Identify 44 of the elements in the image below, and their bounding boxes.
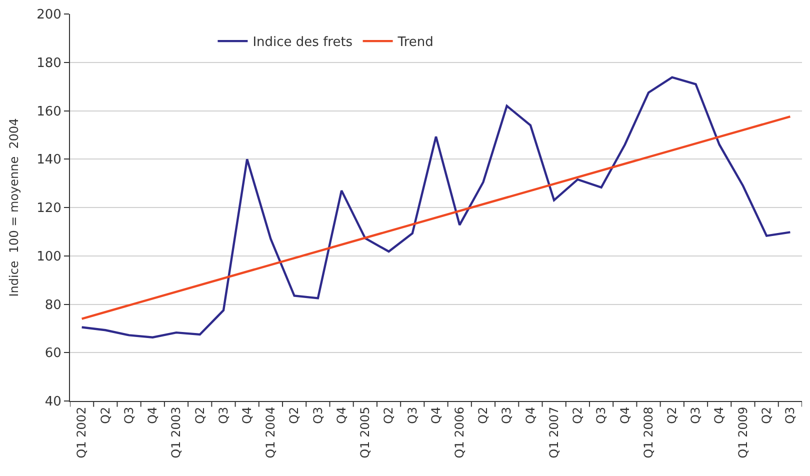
x-tick-label: Q3 bbox=[594, 406, 608, 424]
x-tick-label: Q4 bbox=[240, 406, 254, 424]
y-tick-label: 60 bbox=[44, 346, 62, 362]
x-tick-label: Q4 bbox=[146, 406, 160, 424]
x-tick-label: Q4 bbox=[428, 406, 443, 424]
x-tick-label: Q4 bbox=[523, 406, 538, 424]
x-tick-label: Q4 bbox=[618, 406, 632, 424]
x-tick-label: Q3 bbox=[122, 406, 136, 424]
x-tick-label: Q2 bbox=[665, 406, 680, 424]
x-tick-label: Q4 bbox=[712, 406, 726, 424]
x-tick-label: Q1 2009 bbox=[736, 406, 750, 458]
x-tick-label: Q2 bbox=[98, 406, 112, 424]
x-tick-label: Q3 bbox=[500, 406, 514, 424]
x-tick-label: Q1 2007 bbox=[546, 406, 561, 458]
y-axis-title: Indice 100 = moyenne 2004 bbox=[6, 118, 21, 297]
x-tick-label: Q2 bbox=[192, 406, 207, 424]
x-tick-label: Q3 bbox=[783, 406, 798, 424]
x-tick-label: Q1 2005 bbox=[358, 406, 372, 458]
y-tick-label: 200 bbox=[36, 8, 62, 23]
x-tick-label: Q4 bbox=[334, 406, 348, 424]
legend-label: Indice des frets bbox=[252, 35, 353, 50]
x-tick-label: Q1 2002 bbox=[74, 406, 89, 458]
y-tick-label: 120 bbox=[36, 201, 62, 216]
y-tick-label: 180 bbox=[36, 56, 62, 71]
x-tick-label: Q2 bbox=[287, 406, 302, 424]
x-tick-label: Q3 bbox=[216, 406, 230, 424]
x-tick-label: Q2 bbox=[759, 406, 774, 424]
x-tick-label: Q2 bbox=[476, 406, 490, 424]
line-series bbox=[80, 76, 792, 338]
x-tick-label: Q1 2003 bbox=[169, 406, 184, 458]
x-tick-label: Q1 2004 bbox=[264, 406, 278, 458]
y-tick-label: 80 bbox=[44, 298, 62, 313]
x-tick-label: Q3 bbox=[405, 406, 420, 424]
y-tick-label: 100 bbox=[36, 249, 62, 264]
x-tick-label: Q3 bbox=[310, 406, 325, 424]
y-tick-label: 40 bbox=[44, 394, 62, 410]
y-tick-label: 160 bbox=[36, 104, 62, 120]
x-tick-label: Q2 bbox=[382, 406, 396, 424]
x-tick-label: Q2 bbox=[570, 406, 585, 424]
legend-label: Trend bbox=[396, 35, 434, 50]
y-tick-label: 140 bbox=[36, 152, 62, 168]
x-tick-label: Q3 bbox=[688, 406, 703, 424]
x-tick-label: Q1 2008 bbox=[641, 406, 656, 458]
x-tick-label: Q1 2006 bbox=[452, 406, 467, 458]
